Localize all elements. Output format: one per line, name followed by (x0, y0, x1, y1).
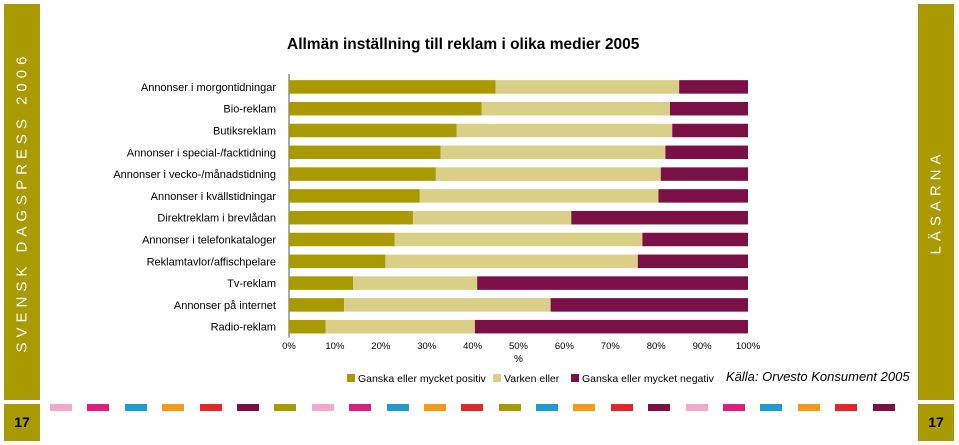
bar-segment (289, 80, 496, 94)
bar-segment (289, 145, 441, 160)
bar-segment (660, 167, 748, 181)
bar-segment (353, 276, 478, 290)
strip-square (50, 404, 72, 411)
bar-segment (419, 189, 659, 203)
strip-square (648, 404, 671, 411)
bar-segment (289, 319, 326, 334)
x-tick-label: 50% (509, 341, 529, 352)
chart-title: Allmän inställning till reklam i olika m… (287, 36, 640, 53)
legend-label: Ganska eller mycket positiv (358, 373, 487, 385)
bar-segment (456, 123, 673, 138)
bar-segment (385, 254, 638, 269)
x-tick-label: 80% (647, 341, 667, 352)
bar-segment (550, 298, 748, 312)
category-label: Radio-reklam (211, 322, 276, 334)
bar-segment (679, 80, 748, 94)
x-tick-label: 90% (693, 341, 713, 352)
category-label: Direktreklam i brevlådan (157, 213, 276, 225)
x-tick-label: 30% (417, 341, 437, 352)
strip-square (386, 404, 409, 411)
strip-square (872, 404, 895, 411)
strip-square (162, 404, 185, 411)
x-tick-label: 10% (325, 341, 345, 352)
strip-square (274, 404, 297, 411)
bar-segment (440, 145, 666, 160)
x-tick-label: 0% (282, 341, 296, 352)
category-label: Annonser på internet (174, 300, 276, 312)
strip-square (573, 404, 596, 411)
x-axis-label: % (514, 354, 523, 365)
right-side-band (918, 4, 954, 400)
strip-square (498, 404, 521, 411)
strip-square (723, 404, 746, 411)
x-tick-label: 40% (463, 341, 483, 352)
x-tick-label: 100% (736, 341, 761, 352)
legend-label: Ganska eller mycket negativ (582, 373, 715, 385)
bar-segment (669, 101, 748, 116)
legend-swatch (347, 374, 355, 382)
bar-segment (474, 319, 748, 334)
bar-segment (289, 210, 413, 225)
x-tick-label: 20% (371, 341, 391, 352)
category-label: Bio-reklam (223, 104, 276, 116)
category-label: Annonser i telefonkataloger (142, 235, 276, 247)
strip-square (797, 404, 820, 411)
strip-square (461, 404, 484, 411)
bar-segment (637, 254, 748, 269)
bar-segment (289, 298, 345, 312)
page-number-right: 17 (918, 404, 954, 441)
source-note: Källa: Orvesto Konsument 2005 (726, 369, 910, 384)
bar-segment (289, 123, 457, 138)
x-tick-label: 70% (601, 341, 621, 352)
category-label: Reklamtavlor/affischpelare (147, 256, 276, 268)
strip-square (199, 404, 222, 411)
bar-segment (344, 298, 551, 312)
strip-square (685, 404, 708, 411)
strip-square (760, 404, 783, 411)
bar-segment (412, 210, 572, 225)
x-tick-label: 60% (555, 341, 575, 352)
category-label: Annonser i vecko-/månadstidning (113, 169, 276, 181)
strip-square (87, 404, 110, 411)
legend-label: Varken eller (504, 373, 560, 385)
strip-square (835, 404, 858, 411)
bar-segment (495, 80, 680, 94)
bar-segment (289, 254, 386, 269)
category-label: Tv-reklam (227, 278, 276, 290)
bar-segment (394, 232, 643, 247)
bar-segment (289, 232, 395, 247)
strip-square (423, 404, 446, 411)
bar-segment (325, 319, 475, 334)
strip-square (236, 404, 259, 411)
bar-segment (665, 145, 748, 160)
bar-segment (289, 276, 354, 290)
bar-segment (477, 276, 748, 290)
bar-segment (672, 123, 748, 138)
bar-segment (435, 167, 661, 181)
strip-square (124, 404, 147, 411)
category-label: Annonser i morgontidningar (141, 82, 276, 94)
bar-segment (658, 189, 748, 203)
strip-square (536, 404, 559, 411)
legend-swatch (493, 374, 501, 382)
legend-swatch (571, 374, 579, 382)
strip-square (311, 404, 334, 411)
page-number-left: 17 (4, 404, 40, 441)
bar-segment (289, 167, 436, 181)
bar-segment (642, 232, 748, 247)
bar-segment (571, 210, 748, 225)
bar-segment (289, 189, 420, 203)
left-side-band (4, 4, 40, 400)
color-strip (50, 404, 910, 411)
category-label: Annonser i special-/facktidning (127, 147, 276, 159)
bar-segment (481, 101, 670, 116)
category-label: Annonser i kvällstidningar (151, 191, 277, 203)
strip-square (610, 404, 633, 411)
strip-square (349, 404, 372, 411)
bar-segment (289, 101, 482, 116)
category-label: Butiksreklam (213, 126, 276, 138)
